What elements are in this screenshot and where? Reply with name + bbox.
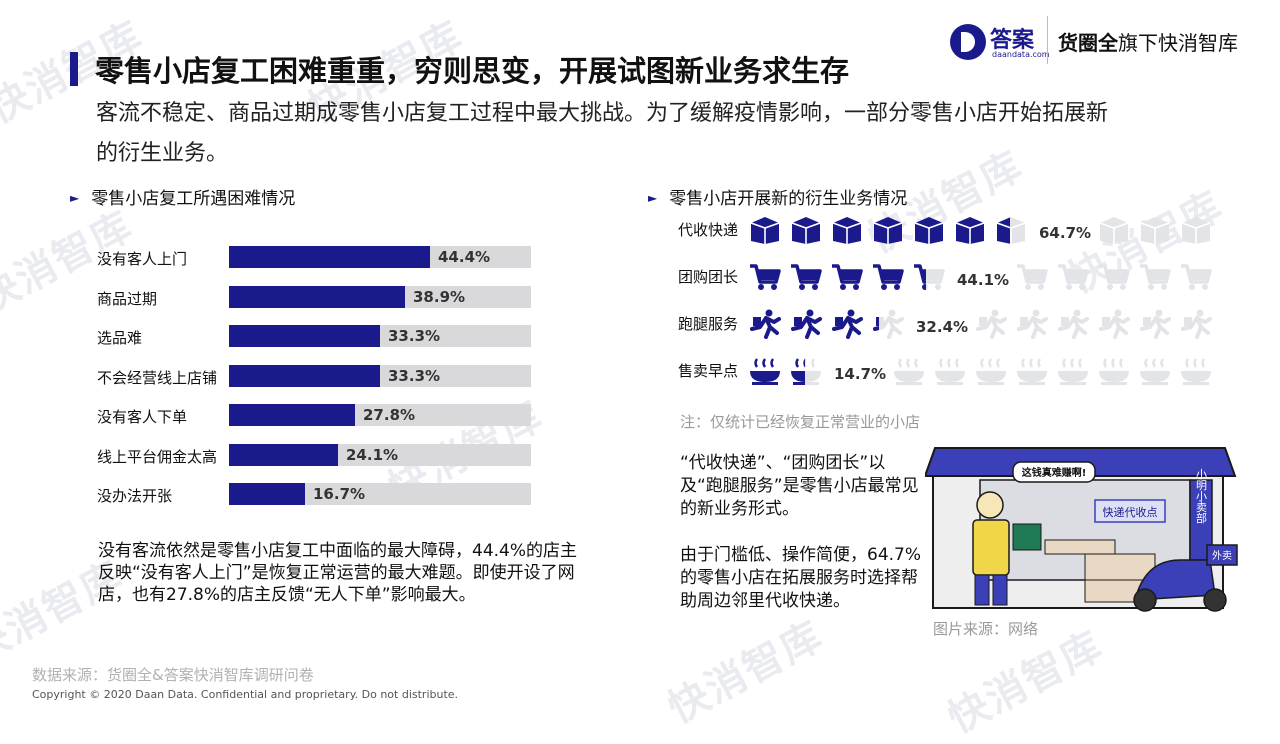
bar: [229, 286, 405, 308]
bar-value-label: 27.8%: [363, 406, 416, 424]
cart-icon: [871, 262, 905, 292]
bar: [229, 246, 430, 268]
cart-icon: [912, 262, 946, 292]
bar-value-label: 44.4%: [438, 248, 491, 266]
bar-label: 没办法开张: [97, 487, 173, 505]
shop-illustration: 快递代收点 小明小卖部 这钱真难赚啊! 外卖: [925, 440, 1245, 615]
bar-value-label: 33.3%: [388, 327, 441, 345]
box-icon: [871, 215, 905, 245]
bar-value-label: 24.1%: [346, 446, 399, 464]
food-icon: [1015, 356, 1049, 386]
logo-tagline: 旗下快消智库: [1118, 31, 1238, 55]
watermark: 快消智库: [660, 612, 831, 733]
bar-label: 商品过期: [97, 290, 158, 308]
bar-value-label: 38.9%: [413, 288, 466, 306]
box-icon: [994, 215, 1028, 245]
runner-icon: [974, 309, 1008, 339]
runner-icon: [1138, 309, 1172, 339]
cart-icon: [1179, 262, 1213, 292]
food-icon: [1179, 356, 1213, 386]
chart-note: 注：仅统计已经恢复正常营业的小店: [680, 413, 921, 431]
bar-label: 不会经营线上店铺: [97, 369, 218, 387]
data-source: 数据来源：货圈全&答案快消智库调研问卷: [32, 666, 314, 684]
food-icon: [789, 356, 823, 386]
bar-label: 没有客人上门: [97, 250, 188, 268]
speech-bubble: 这钱真难赚啊!: [1022, 466, 1087, 479]
bar: [229, 483, 305, 505]
box-icon: [748, 215, 782, 245]
food-icon: [1097, 356, 1131, 386]
left-heading-text: 零售小店复工所遇困难情况: [91, 189, 296, 209]
right-heading-text: 零售小店开展新的衍生业务情况: [669, 189, 908, 209]
box-icon: [789, 215, 823, 245]
logo-divider: [1047, 16, 1048, 64]
delivery-box-label: 外卖: [1212, 550, 1232, 562]
runner-icon: [1015, 309, 1049, 339]
bar: [229, 404, 355, 426]
runner-icon: [1179, 309, 1213, 339]
bar-value-label: 33.3%: [388, 367, 441, 385]
pictogram-label: 团购团长: [678, 268, 739, 286]
pictogram-label: 售卖早点: [678, 362, 739, 380]
runner-icon: [748, 309, 782, 339]
runner-icon: [789, 309, 823, 339]
pictogram-value-label: 14.7%: [834, 365, 887, 383]
cart-icon: [1056, 262, 1090, 292]
daan-logo-icon: [950, 24, 986, 60]
right-section-heading: ► 零售小店开展新的衍生业务情况: [648, 184, 907, 209]
page-subtitle: 客流不稳定、商品过期成零售小店复工过程中最大挑战。为了缓解疫情影响，一部分零售小…: [96, 101, 1109, 166]
arrow-icon: ►: [70, 191, 80, 205]
box-icon: [1179, 215, 1213, 245]
bar: [229, 365, 380, 387]
bar-label: 选品难: [97, 329, 143, 347]
daan-logo-subtext: daandata.com: [992, 50, 1050, 59]
food-icon: [748, 356, 782, 386]
daan-logo-text: 答案: [990, 28, 1035, 53]
runner-icon: [871, 309, 905, 339]
food-icon: [1056, 356, 1090, 386]
image-source: 图片来源：网络: [933, 620, 1039, 638]
copyright: Copyright © 2020 Daan Data. Confidential…: [32, 688, 459, 701]
left-summary: 没有客流依然是零售小店复工中面临的最大障碍，44.4%的店主反映“没有客人上门”…: [98, 541, 578, 605]
pictogram-label: 跑腿服务: [678, 315, 739, 333]
food-icon: [974, 356, 1008, 386]
huoquanquan-logo: 货圈全旗下快消智库: [1058, 27, 1238, 56]
service-sign: 快递代收点: [1103, 505, 1158, 519]
box-icon: [953, 215, 987, 245]
bar-label: 线上平台佣金太高: [97, 448, 218, 466]
cart-icon: [789, 262, 823, 292]
cart-icon: [748, 262, 782, 292]
bar: [229, 444, 338, 466]
bar-label: 没有客人下单: [97, 408, 188, 426]
box-icon: [912, 215, 946, 245]
bar-value-label: 16.7%: [313, 485, 366, 503]
food-icon: [892, 356, 926, 386]
box-icon: [1097, 215, 1131, 245]
box-icon: [1138, 215, 1172, 245]
pictogram-value-label: 32.4%: [916, 318, 969, 336]
shop-sign: 小明小卖部: [1195, 468, 1208, 523]
page-title: 零售小店复工困难重重，穷则思变，开展试图新业务求生存: [95, 54, 850, 88]
logo-brand: 货圈全: [1058, 31, 1118, 55]
runner-icon: [1056, 309, 1090, 339]
cart-icon: [1097, 262, 1131, 292]
arrow-icon: ►: [648, 191, 658, 205]
food-icon: [933, 356, 967, 386]
runner-icon: [830, 309, 864, 339]
left-section-heading: ► 零售小店复工所遇困难情况: [70, 184, 295, 209]
cart-icon: [1138, 262, 1172, 292]
title-accent-bar: [70, 52, 78, 86]
cart-icon: [830, 262, 864, 292]
pictogram-value-label: 44.1%: [957, 271, 1010, 289]
pictogram-value-label: 64.7%: [1039, 224, 1092, 242]
bar: [229, 325, 380, 347]
food-icon: [1138, 356, 1172, 386]
right-summary: “代收快递”、“团购团长”以及“跑腿服务”是零售小店最常见的新业务形式。 由于门…: [680, 453, 922, 611]
box-icon: [830, 215, 864, 245]
runner-icon: [1097, 309, 1131, 339]
pictogram-label: 代收快递: [678, 221, 739, 239]
cart-icon: [1015, 262, 1049, 292]
